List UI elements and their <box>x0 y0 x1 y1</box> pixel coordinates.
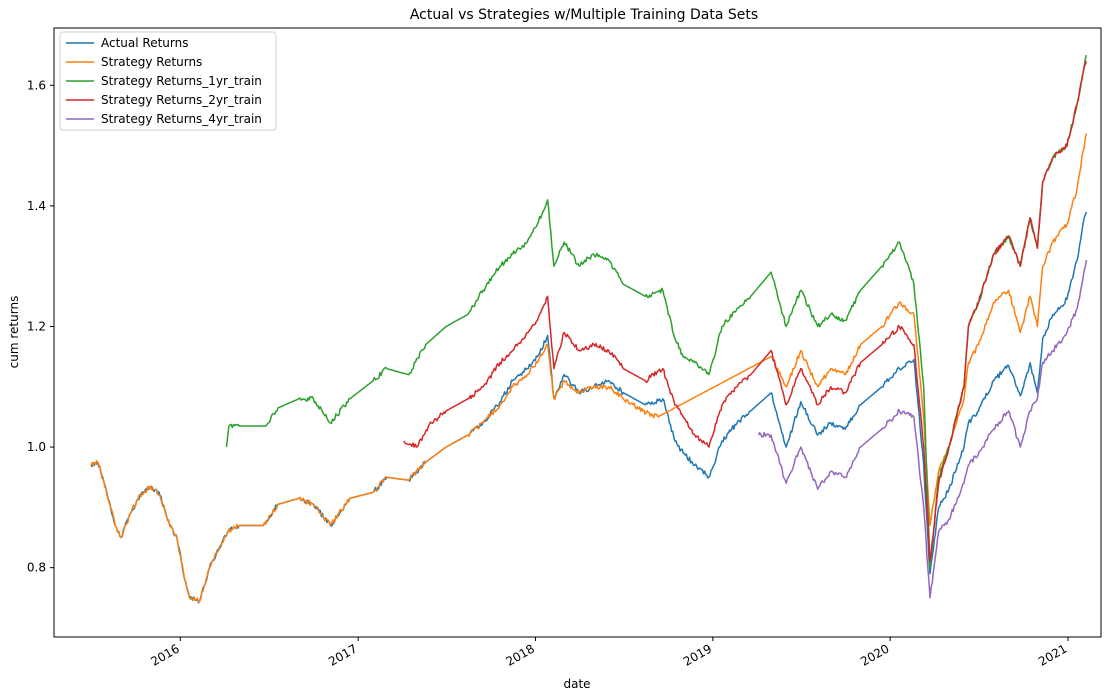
y-tick-label: 1.0 <box>27 440 46 454</box>
y-axis-ticks: 0.8 1.0 1.2 1.4 1.6 <box>27 78 54 575</box>
y-axis-label: cum returns <box>7 296 21 369</box>
plot-area: 2016 2017 2018 2019 2020 2021 0.81.01.21.41.6… <box>27 27 1102 669</box>
series-line-5 <box>757 259 1088 599</box>
series-layer <box>90 54 1088 604</box>
x-axis-label: date <box>563 677 590 691</box>
y-tick-label: 0.8 <box>27 561 46 575</box>
plot-frame <box>53 27 1102 638</box>
legend-box <box>59 31 277 131</box>
series-line-4 <box>403 60 1088 563</box>
y-tick-label: 1.6 <box>27 78 46 92</box>
legend-label: Strategy Returns_4yr_train <box>101 112 262 126</box>
legend: Actual Returns Strategy Returns Strategy R… <box>59 31 277 131</box>
legend-label: Strategy Returns <box>101 55 202 69</box>
legend-label: Actual Returns <box>101 36 188 50</box>
series-line-2 <box>90 133 1088 603</box>
legend-label: Strategy Returns_1yr_train <box>101 74 262 88</box>
chart-title: Actual vs Strategies w/Multiple Training… <box>410 7 758 23</box>
y-tick-label: 1.2 <box>27 319 46 333</box>
series-line-3 <box>225 54 1088 569</box>
y-tick-label: 1.4 <box>27 199 46 213</box>
legend-label: Strategy Returns_2yr_train <box>101 93 262 107</box>
legend-items: Actual Returns Strategy Returns Strategy R… <box>66 36 262 126</box>
